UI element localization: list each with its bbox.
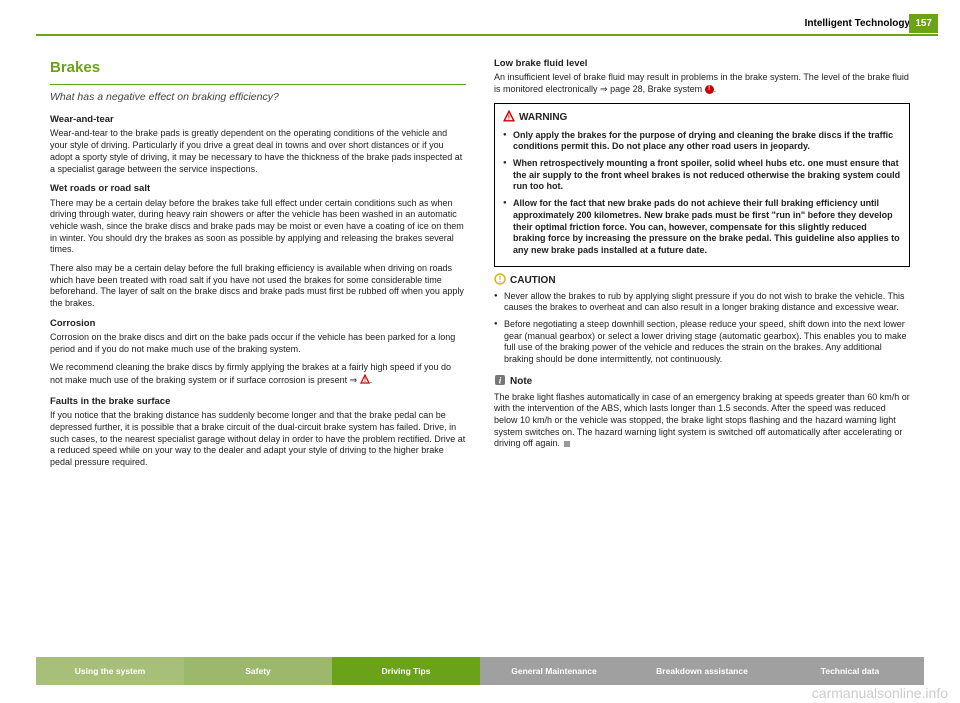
para: There also may be a certain delay before… bbox=[50, 263, 466, 310]
nav-technical[interactable]: Technical data bbox=[776, 657, 924, 685]
section-end-icon bbox=[564, 441, 570, 447]
section-title: Brakes bbox=[50, 58, 466, 78]
para: There may be a certain delay before the … bbox=[50, 198, 466, 256]
note-text: The brake light flashes automatically in… bbox=[494, 392, 910, 450]
section-rule bbox=[50, 84, 466, 85]
warning-label: WARNING bbox=[519, 111, 567, 124]
nav-safety[interactable]: Safety bbox=[184, 657, 332, 685]
para-text: We recommend cleaning the brake discs by… bbox=[50, 362, 451, 385]
heading-wet: Wet roads or road salt bbox=[50, 183, 466, 195]
note-info-icon: i bbox=[494, 374, 506, 390]
note-body: The brake light flashes automatically in… bbox=[494, 392, 910, 449]
nav-using-system[interactable]: Using the system bbox=[36, 657, 184, 685]
nav-maintenance[interactable]: General Maintenance bbox=[480, 657, 628, 685]
warning-item: When retrospectively mounting a front sp… bbox=[503, 158, 901, 193]
chapter-title: Intelligent Technology bbox=[805, 18, 910, 29]
svg-text:!: ! bbox=[499, 275, 502, 284]
caution-item: Before negotiating a steep downhill sect… bbox=[494, 319, 910, 366]
note-label: Note bbox=[510, 375, 532, 388]
bottom-nav: Using the system Safety Driving Tips Gen… bbox=[36, 657, 924, 685]
left-column: Brakes What has a negative effect on bra… bbox=[50, 58, 466, 643]
heading-corrosion: Corrosion bbox=[50, 318, 466, 330]
caution-circle-icon: ! bbox=[494, 273, 506, 289]
warning-item: Only apply the brakes for the purpose of… bbox=[503, 130, 901, 153]
heading-faults: Faults in the brake surface bbox=[50, 396, 466, 408]
section-subtitle: What has a negative effect on braking ef… bbox=[50, 91, 466, 105]
para: Wear-and-tear to the brake pads is great… bbox=[50, 128, 466, 175]
warning-heading: ! WARNING bbox=[503, 110, 901, 126]
heading-lowfluid: Low brake fluid level bbox=[494, 58, 910, 70]
nav-breakdown[interactable]: Breakdown assistance bbox=[628, 657, 776, 685]
manual-page: Intelligent Technology 157 Brakes What h… bbox=[0, 0, 960, 703]
page-header: Intelligent Technology 157 bbox=[0, 0, 960, 44]
right-column: Low brake fluid level An insufficient le… bbox=[494, 58, 910, 643]
warning-item: Allow for the fact that new brake pads d… bbox=[503, 198, 901, 256]
warning-box: ! WARNING Only apply the brakes for the … bbox=[494, 103, 910, 267]
warning-triangle-icon: ! bbox=[360, 374, 370, 388]
brake-warning-icon: ! bbox=[705, 85, 714, 94]
para: An insufficient level of brake fluid may… bbox=[494, 72, 910, 95]
warning-triangle-icon: ! bbox=[503, 110, 515, 126]
svg-text:!: ! bbox=[508, 112, 510, 121]
watermark: carmanualsonline.info bbox=[812, 685, 948, 701]
caution-item: Never allow the brakes to rub by applyin… bbox=[494, 291, 910, 314]
nav-driving-tips[interactable]: Driving Tips bbox=[332, 657, 480, 685]
content-area: Brakes What has a negative effect on bra… bbox=[50, 58, 910, 643]
header-rule bbox=[36, 34, 938, 36]
caution-label: CAUTION bbox=[510, 274, 556, 287]
para-text: An insufficient level of brake fluid may… bbox=[494, 72, 909, 94]
para: If you notice that the braking distance … bbox=[50, 410, 466, 468]
para: We recommend cleaning the brake discs by… bbox=[50, 362, 466, 387]
heading-wear: Wear-and-tear bbox=[50, 114, 466, 126]
para: Corrosion on the brake discs and dirt on… bbox=[50, 332, 466, 355]
svg-text:!: ! bbox=[364, 378, 366, 384]
note-heading: i Note bbox=[494, 374, 910, 390]
caution-heading: ! CAUTION bbox=[494, 273, 910, 289]
page-number: 157 bbox=[909, 14, 938, 33]
